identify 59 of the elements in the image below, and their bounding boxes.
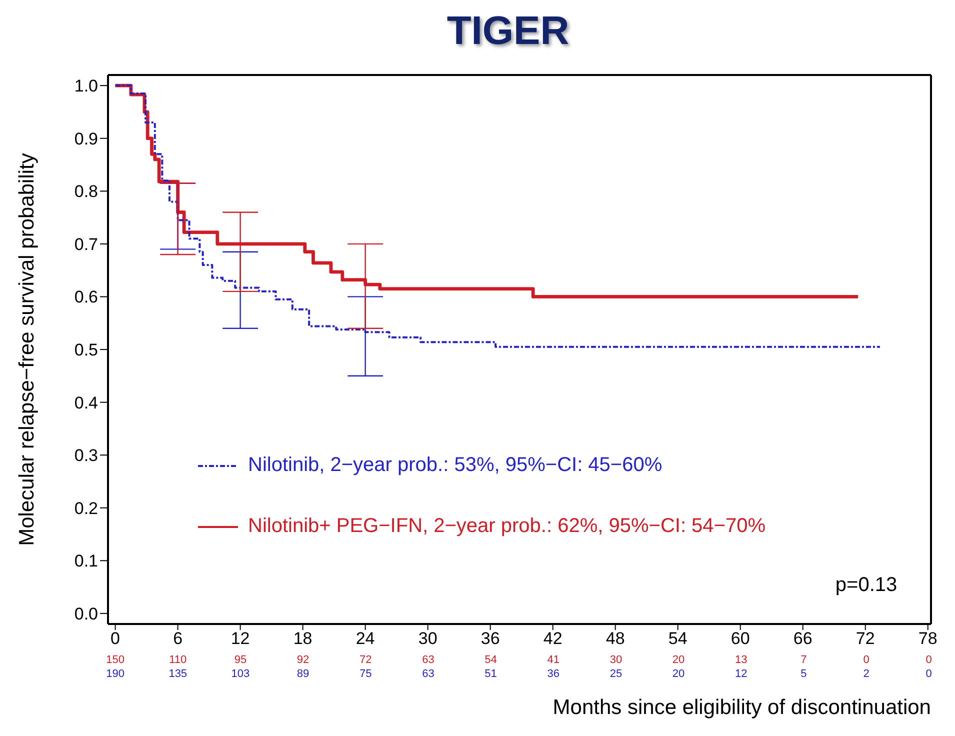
legend-label: Nilotinib, 2−year prob.: 53%, 95%−CI: 45−60% — [248, 454, 662, 477]
text: 75 — [360, 668, 372, 680]
x-tick-label: 60 — [730, 629, 750, 648]
text: 110 — [169, 654, 187, 666]
text: 51 — [484, 668, 497, 680]
text: 92 — [296, 654, 310, 666]
x-tick-label: 6 — [173, 629, 183, 648]
text: 150 — [106, 654, 124, 666]
y-tick-label: 1.0 — [74, 76, 98, 96]
text: 0 — [863, 654, 870, 666]
text: 190 — [106, 668, 124, 680]
text: 72 — [360, 654, 372, 666]
legend-label: Nilotinib+ PEG−IFN, 2−year prob.: 62%, 95%−CI: 54−70% — [248, 515, 766, 538]
y-tick-label: 0.4 — [74, 393, 98, 412]
text: 95 — [234, 654, 247, 666]
x-tick-label: 72 — [856, 629, 875, 648]
text: 135 — [168, 668, 188, 680]
y-tick-label: 0.7 — [74, 234, 98, 254]
text: 36 — [547, 668, 560, 680]
text: 0 — [926, 668, 932, 680]
text: 103 — [231, 668, 250, 680]
y-axis-title: Molecular relapse−free survival probability — [15, 152, 38, 546]
text: 12 — [734, 668, 748, 680]
x-tick-label: 48 — [606, 629, 625, 648]
text: 20 — [672, 668, 685, 680]
x-tick-label: 0 — [110, 629, 120, 648]
x-tick-label: 42 — [543, 629, 562, 648]
x-tick-label: 12 — [230, 629, 250, 648]
x-tick-label: 36 — [480, 629, 500, 648]
y-tick-label: 0.3 — [74, 446, 98, 466]
text: 20 — [672, 654, 685, 666]
y-tick-label: 0.5 — [74, 340, 98, 360]
text: 2 — [863, 668, 870, 680]
annotation: p=0.13 — [835, 574, 898, 597]
text: 63 — [422, 668, 434, 680]
text: 89 — [296, 668, 310, 680]
text: 63 — [422, 654, 434, 666]
y-tick-label: 0.1 — [74, 552, 98, 571]
x-tick-label: 78 — [918, 629, 938, 648]
y-tick-label: 0.0 — [74, 604, 98, 624]
y-tick-label: 0.2 — [74, 498, 98, 518]
text: 41 — [547, 654, 560, 666]
x-tick-label: 24 — [356, 629, 375, 648]
text: 0 — [926, 654, 932, 666]
y-tick-label: 0.8 — [74, 182, 98, 202]
text: 7 — [800, 654, 807, 666]
x-axis-title: Months since eligibility of discontinuation — [552, 696, 931, 719]
x-tick-label: 54 — [668, 629, 688, 648]
y-tick-label: 0.9 — [74, 129, 98, 148]
text: 30 — [610, 654, 622, 666]
text: 25 — [610, 668, 622, 680]
x-tick-label: 30 — [418, 629, 438, 648]
text: 5 — [800, 668, 807, 680]
x-tick-label: 66 — [793, 629, 812, 648]
y-tick-label: 0.6 — [74, 288, 98, 307]
text: 54 — [484, 654, 497, 666]
text: 13 — [734, 654, 748, 666]
x-tick-label: 18 — [293, 629, 312, 648]
chart-title: TIGER — [446, 8, 570, 55]
